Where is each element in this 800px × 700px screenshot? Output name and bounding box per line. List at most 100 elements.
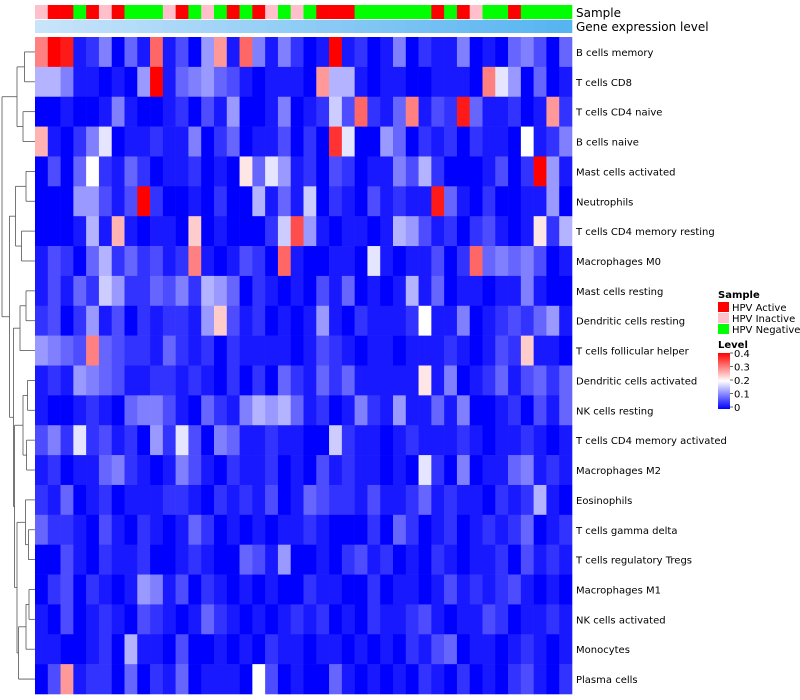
heatmap-cell bbox=[265, 574, 279, 605]
heatmap-cell bbox=[201, 365, 215, 396]
heatmap-cell bbox=[86, 395, 100, 426]
heatmap-cell bbox=[380, 514, 394, 545]
heatmap-cell bbox=[405, 544, 419, 575]
heatmap-cell bbox=[469, 544, 483, 575]
heatmap-cell bbox=[137, 216, 151, 247]
heatmap-cell bbox=[150, 544, 164, 575]
heatmap-cell bbox=[393, 574, 407, 605]
heatmap-cell bbox=[316, 96, 330, 127]
heatmap-cell bbox=[456, 634, 471, 665]
heatmap-cell bbox=[520, 455, 534, 486]
heatmap-cell bbox=[495, 365, 509, 396]
heatmap-cell bbox=[175, 365, 189, 396]
heatmap-cell bbox=[520, 664, 534, 695]
heatmap-cell bbox=[559, 365, 573, 396]
heatmap-cell bbox=[201, 216, 215, 247]
sample-legend-label: HPV Active bbox=[732, 303, 787, 314]
heatmap-cell bbox=[456, 365, 471, 396]
heatmap-cell bbox=[277, 604, 292, 635]
heatmap-cell bbox=[456, 544, 471, 575]
heatmap-cell bbox=[188, 305, 202, 336]
level-legend: Level 0.4 0.3 0.2 0.1 0 bbox=[718, 340, 750, 414]
heatmap-cell bbox=[316, 514, 330, 545]
heatmap-cell bbox=[226, 126, 240, 157]
heatmap-cell bbox=[214, 156, 228, 187]
heatmap-cell bbox=[469, 395, 483, 426]
heatmap-cell bbox=[495, 604, 509, 635]
heatmap-cell bbox=[508, 425, 522, 456]
heatmap-cell bbox=[367, 484, 381, 516]
heatmap-cell bbox=[431, 186, 445, 217]
heatmap-cell bbox=[60, 96, 74, 127]
heatmap-cell bbox=[418, 126, 432, 157]
heatmap-cell bbox=[201, 246, 215, 277]
heatmap-cell bbox=[559, 634, 573, 665]
heatmap-cell bbox=[290, 335, 304, 366]
heatmap-cell bbox=[482, 395, 496, 426]
heatmap-cell bbox=[469, 484, 483, 516]
heatmap-cell bbox=[341, 37, 355, 68]
gene-expression-cell bbox=[469, 20, 483, 33]
heatmap-cell bbox=[265, 634, 279, 665]
heatmap-cell bbox=[469, 305, 483, 336]
heatmap-cell bbox=[367, 66, 381, 98]
heatmap-cell bbox=[341, 514, 355, 545]
heatmap-cell bbox=[252, 544, 266, 575]
heatmap-cell bbox=[559, 66, 573, 98]
heatmap-cell bbox=[162, 664, 176, 695]
heatmap-cell bbox=[111, 544, 125, 575]
heatmap-cell bbox=[431, 246, 445, 277]
heatmap-cell bbox=[469, 96, 483, 127]
heatmap-cell bbox=[316, 216, 330, 247]
heatmap-cell bbox=[175, 126, 189, 157]
heatmap-cell bbox=[559, 335, 573, 366]
heatmap-cell bbox=[405, 574, 419, 605]
heatmap-cell bbox=[508, 455, 522, 486]
heatmap-cell bbox=[354, 246, 368, 277]
gene-expression-cell bbox=[111, 20, 125, 33]
heatmap-cell bbox=[380, 216, 394, 247]
heatmap-cell bbox=[520, 96, 534, 127]
heatmap-cell bbox=[367, 246, 381, 277]
heatmap-cell bbox=[265, 275, 279, 307]
heatmap-cell bbox=[405, 365, 419, 396]
heatmap-cell bbox=[277, 634, 292, 665]
heatmap-cell bbox=[559, 126, 573, 157]
heatmap-cell bbox=[303, 574, 317, 605]
heatmap-cell bbox=[495, 66, 509, 98]
heatmap-cell bbox=[444, 335, 458, 366]
heatmap-cell bbox=[393, 634, 407, 665]
heatmap-cell bbox=[393, 37, 407, 68]
heatmap-cell bbox=[86, 514, 100, 545]
sample-legend-swatch bbox=[718, 302, 729, 312]
heatmap-cell bbox=[444, 574, 458, 605]
heatmap-cell bbox=[47, 664, 61, 695]
heatmap-cell bbox=[188, 126, 202, 157]
heatmap-cell bbox=[150, 37, 164, 68]
heatmap-cell bbox=[393, 664, 407, 695]
heatmap-cell bbox=[277, 484, 292, 516]
heatmap-cell bbox=[546, 664, 560, 695]
heatmap-cell bbox=[47, 604, 61, 635]
heatmap-cell bbox=[290, 574, 304, 605]
sample-annotation-cell bbox=[111, 5, 125, 19]
heatmap-cell bbox=[150, 305, 164, 336]
heatmap-cell bbox=[456, 425, 471, 456]
gene-expression-cell bbox=[214, 20, 228, 33]
heatmap-cell bbox=[482, 574, 496, 605]
sample-legend-swatch bbox=[718, 324, 729, 334]
gene-expression-cell bbox=[456, 20, 471, 33]
heatmap-cell bbox=[35, 37, 49, 68]
heatmap-cell bbox=[226, 425, 240, 456]
heatmap-cell bbox=[559, 156, 573, 187]
heatmap-cell bbox=[559, 484, 573, 516]
heatmap-cell bbox=[111, 246, 125, 277]
heatmap-cell bbox=[124, 455, 138, 486]
heatmap-cell bbox=[252, 425, 266, 456]
heatmap-cell bbox=[239, 604, 253, 635]
heatmap-cell bbox=[86, 335, 100, 366]
heatmap-cell bbox=[520, 126, 534, 157]
heatmap-cell bbox=[60, 484, 74, 516]
heatmap-cell bbox=[495, 305, 509, 336]
heatmap-cell bbox=[469, 514, 483, 545]
